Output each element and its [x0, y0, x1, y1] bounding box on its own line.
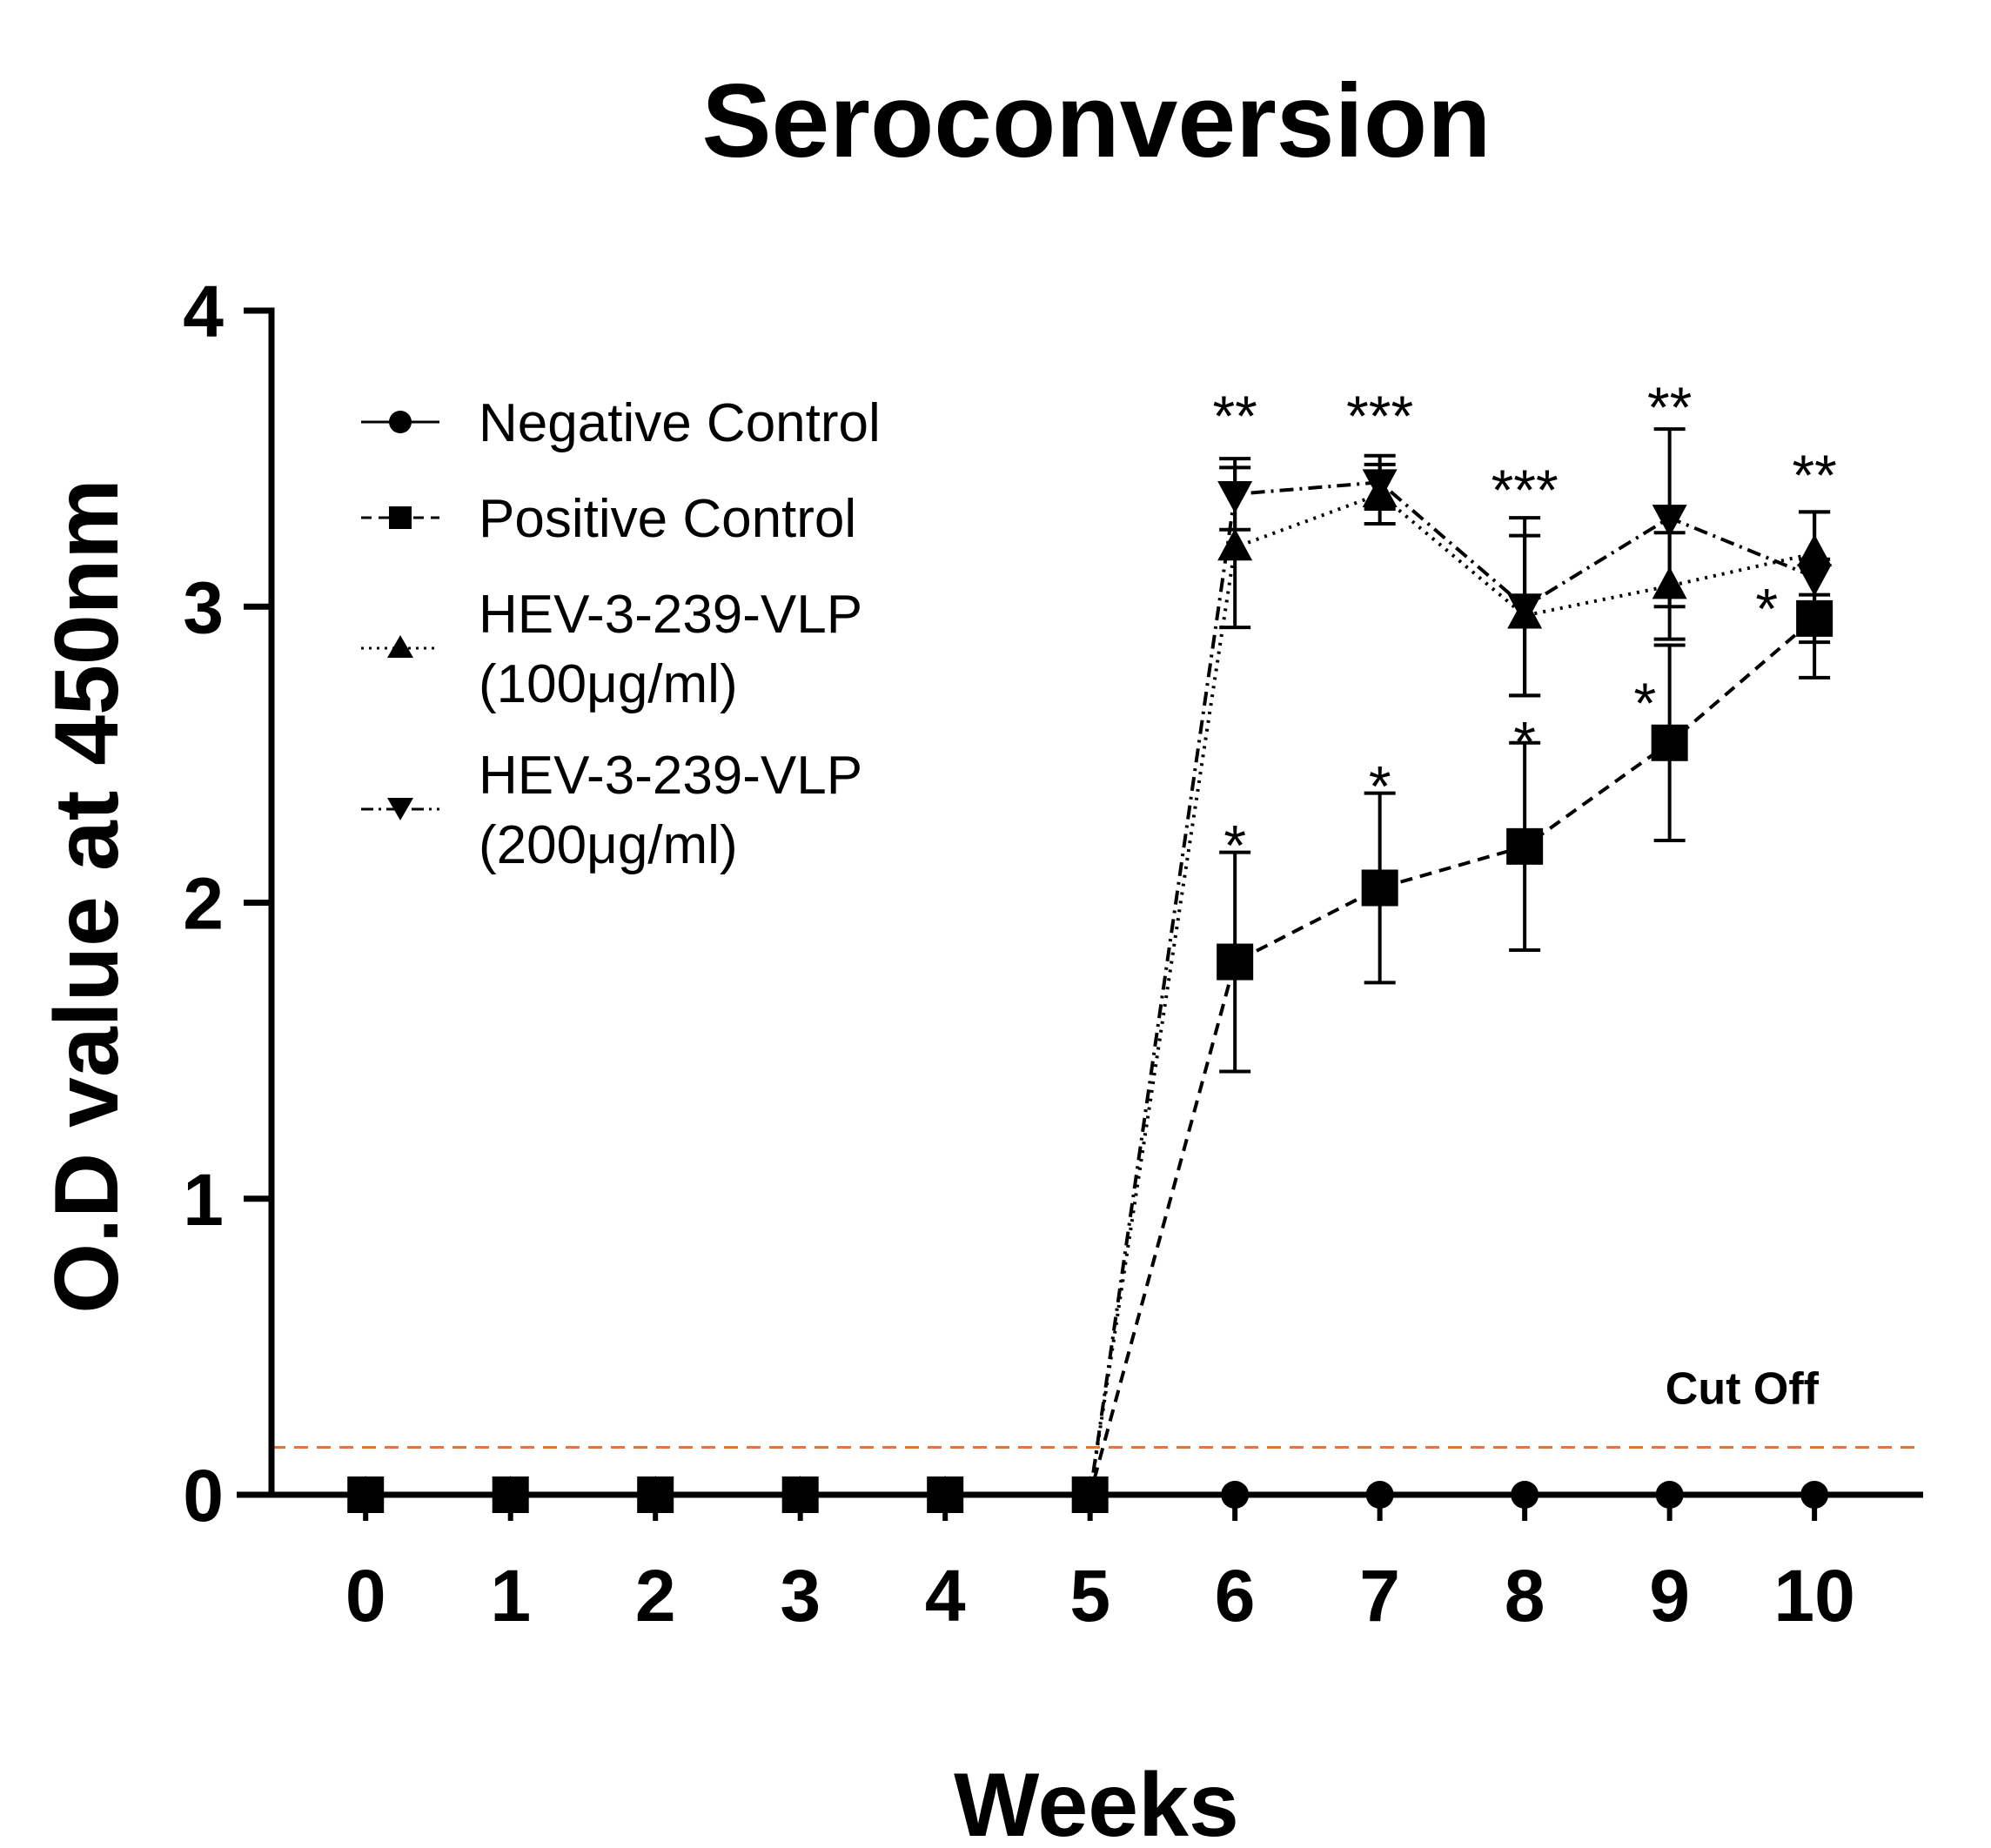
data-point — [1217, 943, 1254, 981]
series-layer — [347, 427, 1833, 1514]
legend-label-vlp-100-dose: (100μg/ml) — [479, 654, 738, 714]
y-tick-label: 1 — [183, 1159, 224, 1241]
data-point — [1361, 869, 1398, 907]
data-point — [1800, 1481, 1829, 1509]
y-tick-label: 3 — [183, 566, 224, 648]
significance-label: *** — [1346, 384, 1413, 448]
legend-item-negative-control: Negative Control — [361, 393, 881, 453]
significance-label: *** — [1492, 458, 1559, 522]
data-point — [352, 1481, 380, 1509]
significance-label: * — [1513, 709, 1536, 773]
y-tick-label: 0 — [183, 1455, 224, 1537]
legend-item-positive-control: Positive Control — [361, 489, 856, 549]
significance-label: ** — [1792, 443, 1836, 507]
x-tick-label: 10 — [1773, 1555, 1854, 1637]
significance-label: * — [1755, 576, 1778, 640]
data-point — [1652, 505, 1687, 538]
series-0 — [352, 1481, 1829, 1509]
x-tick-label: 4 — [925, 1555, 966, 1637]
x-tick-label: 5 — [1069, 1555, 1110, 1637]
data-point — [1651, 724, 1688, 761]
legend-triangle-down-marker — [387, 798, 413, 820]
data-point — [1365, 1481, 1394, 1509]
data-point — [1506, 827, 1544, 865]
x-tick-label: 6 — [1215, 1555, 1256, 1637]
significance-label: * — [1223, 813, 1246, 877]
legend-label-vlp-200: HEV-3-239-VLP — [479, 746, 862, 806]
data-point — [1655, 1481, 1684, 1509]
significance-label: * — [1369, 753, 1391, 818]
data-point — [1076, 1481, 1104, 1509]
cutoff-layer: Cut Off — [272, 1364, 1923, 1450]
legend: Negative Control Positive Control HEV-3-… — [361, 393, 881, 875]
legend-label-negative-control: Negative Control — [479, 393, 881, 453]
data-point — [931, 1481, 960, 1509]
legend-label-vlp-100: HEV-3-239-VLP — [479, 585, 862, 645]
x-axis-title: Weeks — [954, 1755, 1239, 1848]
legend-circle-marker — [389, 411, 412, 433]
significance-label: ** — [1647, 375, 1692, 439]
data-point — [1511, 1481, 1539, 1509]
data-point — [1507, 593, 1543, 626]
y-tick-label: 4 — [183, 271, 224, 352]
data-point — [496, 1481, 525, 1509]
x-tick-label: 8 — [1505, 1555, 1545, 1637]
y-axis-title: O.D value at 450nm — [37, 479, 137, 1314]
y-tick-label: 2 — [183, 863, 224, 945]
significance-label: ** — [1212, 384, 1257, 448]
significance-label: * — [1633, 671, 1656, 735]
legend-label-positive-control: Positive Control — [479, 489, 856, 549]
legend-triangle-up-marker — [387, 635, 413, 658]
legend-item-vlp-200: HEV-3-239-VLP (200μg/ml) — [361, 746, 862, 875]
x-tick-label: 9 — [1649, 1555, 1690, 1637]
x-tick-label: 2 — [635, 1555, 676, 1637]
data-point — [1221, 1481, 1250, 1509]
data-point — [641, 1481, 670, 1509]
legend-label-vlp-200-dose: (200μg/ml) — [479, 815, 738, 875]
x-tick-label: 7 — [1359, 1555, 1400, 1637]
cutoff-label: Cut Off — [1666, 1364, 1820, 1415]
legend-square-marker — [389, 506, 412, 529]
data-point — [786, 1481, 814, 1509]
data-point — [1217, 480, 1253, 513]
x-tick-label: 3 — [780, 1555, 821, 1637]
data-point — [1796, 599, 1833, 637]
x-tick-label: 1 — [490, 1555, 531, 1637]
legend-item-vlp-100: HEV-3-239-VLP (100μg/ml) — [361, 585, 862, 714]
chart-title: Seroconversion — [702, 63, 1492, 179]
annotation-layer: ** *************** — [1212, 375, 1836, 878]
x-tick-label: 0 — [345, 1555, 386, 1637]
data-point — [1362, 469, 1398, 502]
